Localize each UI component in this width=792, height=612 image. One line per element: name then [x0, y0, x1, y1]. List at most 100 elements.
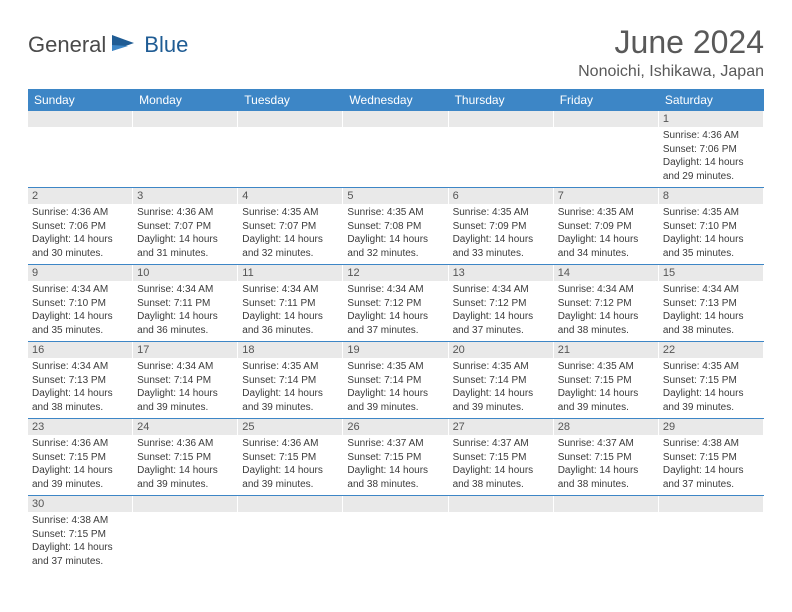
day-header: Thursday: [449, 89, 554, 111]
day-header-row: SundayMondayTuesdayWednesdayThursdayFrid…: [28, 89, 764, 111]
day-cell: Sunrise: 4:35 AMSunset: 7:10 PMDaylight:…: [659, 204, 764, 264]
day-body-row: Sunrise: 4:34 AMSunset: 7:13 PMDaylight:…: [28, 358, 764, 419]
day-number: 21: [554, 342, 659, 358]
sunset-text: Sunset: 7:10 PM: [663, 220, 759, 234]
daylight-text-2: and 36 minutes.: [137, 324, 233, 338]
day-cell: Sunrise: 4:35 AMSunset: 7:14 PMDaylight:…: [449, 358, 554, 418]
day-number: [554, 496, 659, 512]
day-number: 29: [659, 419, 764, 435]
day-number: 2: [28, 188, 133, 204]
daylight-text-2: and 37 minutes.: [347, 324, 443, 338]
sunrise-text: Sunrise: 4:34 AM: [663, 283, 759, 297]
day-cell: [238, 127, 343, 187]
day-number: 3: [133, 188, 238, 204]
daylight-text-1: Daylight: 14 hours: [137, 387, 233, 401]
daylight-text-1: Daylight: 14 hours: [663, 233, 759, 247]
logo-text-blue: Blue: [144, 32, 188, 58]
sunset-text: Sunset: 7:12 PM: [453, 297, 549, 311]
sunrise-text: Sunrise: 4:36 AM: [137, 437, 233, 451]
sunrise-text: Sunrise: 4:34 AM: [347, 283, 443, 297]
day-number: 16: [28, 342, 133, 358]
day-cell: Sunrise: 4:34 AMSunset: 7:11 PMDaylight:…: [133, 281, 238, 341]
daylight-text-2: and 39 minutes.: [453, 401, 549, 415]
daylight-text-1: Daylight: 14 hours: [347, 310, 443, 324]
month-title: June 2024: [578, 24, 764, 61]
sunset-text: Sunset: 7:15 PM: [663, 374, 759, 388]
sunset-text: Sunset: 7:13 PM: [663, 297, 759, 311]
sunrise-text: Sunrise: 4:35 AM: [663, 360, 759, 374]
daylight-text-2: and 35 minutes.: [663, 247, 759, 261]
daylight-text-1: Daylight: 14 hours: [137, 464, 233, 478]
daylight-text-1: Daylight: 14 hours: [32, 464, 128, 478]
day-cell: Sunrise: 4:36 AMSunset: 7:15 PMDaylight:…: [28, 435, 133, 495]
daylight-text-2: and 38 minutes.: [453, 478, 549, 492]
sunset-text: Sunset: 7:07 PM: [242, 220, 338, 234]
daylight-text-2: and 33 minutes.: [453, 247, 549, 261]
logo-text-general: General: [28, 32, 106, 58]
sunset-text: Sunset: 7:13 PM: [32, 374, 128, 388]
weeks-container: 1Sunrise: 4:36 AMSunset: 7:06 PMDaylight…: [28, 111, 764, 572]
sunrise-text: Sunrise: 4:35 AM: [242, 360, 338, 374]
day-number-row: 9101112131415: [28, 265, 764, 281]
sunset-text: Sunset: 7:15 PM: [242, 451, 338, 465]
day-number: 5: [343, 188, 448, 204]
daylight-text-1: Daylight: 14 hours: [347, 233, 443, 247]
day-cell: Sunrise: 4:36 AMSunset: 7:15 PMDaylight:…: [133, 435, 238, 495]
day-cell: [449, 512, 554, 572]
daylight-text-1: Daylight: 14 hours: [453, 233, 549, 247]
day-number: 8: [659, 188, 764, 204]
day-cell: Sunrise: 4:36 AMSunset: 7:06 PMDaylight:…: [659, 127, 764, 187]
day-cell: [133, 512, 238, 572]
daylight-text-1: Daylight: 14 hours: [242, 464, 338, 478]
daylight-text-1: Daylight: 14 hours: [347, 464, 443, 478]
day-cell: Sunrise: 4:36 AMSunset: 7:15 PMDaylight:…: [238, 435, 343, 495]
sunrise-text: Sunrise: 4:34 AM: [32, 360, 128, 374]
daylight-text-2: and 39 minutes.: [242, 478, 338, 492]
sunset-text: Sunset: 7:14 PM: [347, 374, 443, 388]
daylight-text-2: and 38 minutes.: [663, 324, 759, 338]
daylight-text-2: and 38 minutes.: [558, 324, 654, 338]
day-number: 30: [28, 496, 133, 512]
daylight-text-1: Daylight: 14 hours: [453, 310, 549, 324]
day-header: Sunday: [28, 89, 133, 111]
daylight-text-2: and 38 minutes.: [32, 401, 128, 415]
sunrise-text: Sunrise: 4:34 AM: [453, 283, 549, 297]
daylight-text-1: Daylight: 14 hours: [32, 233, 128, 247]
day-header: Wednesday: [343, 89, 448, 111]
day-cell: Sunrise: 4:35 AMSunset: 7:15 PMDaylight:…: [659, 358, 764, 418]
daylight-text-2: and 30 minutes.: [32, 247, 128, 261]
day-header: Saturday: [659, 89, 764, 111]
day-number: 9: [28, 265, 133, 281]
day-cell: Sunrise: 4:35 AMSunset: 7:15 PMDaylight:…: [554, 358, 659, 418]
day-cell: [659, 512, 764, 572]
sunrise-text: Sunrise: 4:36 AM: [663, 129, 759, 143]
sunrise-text: Sunrise: 4:34 AM: [242, 283, 338, 297]
day-number: [343, 111, 448, 127]
daylight-text-1: Daylight: 14 hours: [32, 387, 128, 401]
sunset-text: Sunset: 7:08 PM: [347, 220, 443, 234]
sunset-text: Sunset: 7:11 PM: [137, 297, 233, 311]
day-cell: Sunrise: 4:37 AMSunset: 7:15 PMDaylight:…: [343, 435, 448, 495]
location-text: Nonoichi, Ishikawa, Japan: [578, 63, 764, 81]
day-cell: Sunrise: 4:34 AMSunset: 7:13 PMDaylight:…: [28, 358, 133, 418]
sunset-text: Sunset: 7:10 PM: [32, 297, 128, 311]
sunset-text: Sunset: 7:15 PM: [453, 451, 549, 465]
daylight-text-2: and 39 minutes.: [347, 401, 443, 415]
sunset-text: Sunset: 7:15 PM: [32, 451, 128, 465]
day-cell: [554, 127, 659, 187]
daylight-text-1: Daylight: 14 hours: [558, 310, 654, 324]
daylight-text-2: and 39 minutes.: [558, 401, 654, 415]
day-cell: [554, 512, 659, 572]
day-number-row: 1: [28, 111, 764, 127]
sunrise-text: Sunrise: 4:36 AM: [32, 437, 128, 451]
logo: General Blue: [28, 32, 188, 58]
sunset-text: Sunset: 7:09 PM: [558, 220, 654, 234]
title-block: June 2024 Nonoichi, Ishikawa, Japan: [578, 24, 764, 81]
day-cell: [28, 127, 133, 187]
sunrise-text: Sunrise: 4:36 AM: [137, 206, 233, 220]
sunrise-text: Sunrise: 4:34 AM: [137, 360, 233, 374]
sunset-text: Sunset: 7:15 PM: [347, 451, 443, 465]
sunrise-text: Sunrise: 4:36 AM: [242, 437, 338, 451]
day-body-row: Sunrise: 4:36 AMSunset: 7:06 PMDaylight:…: [28, 127, 764, 188]
day-number: 11: [238, 265, 343, 281]
